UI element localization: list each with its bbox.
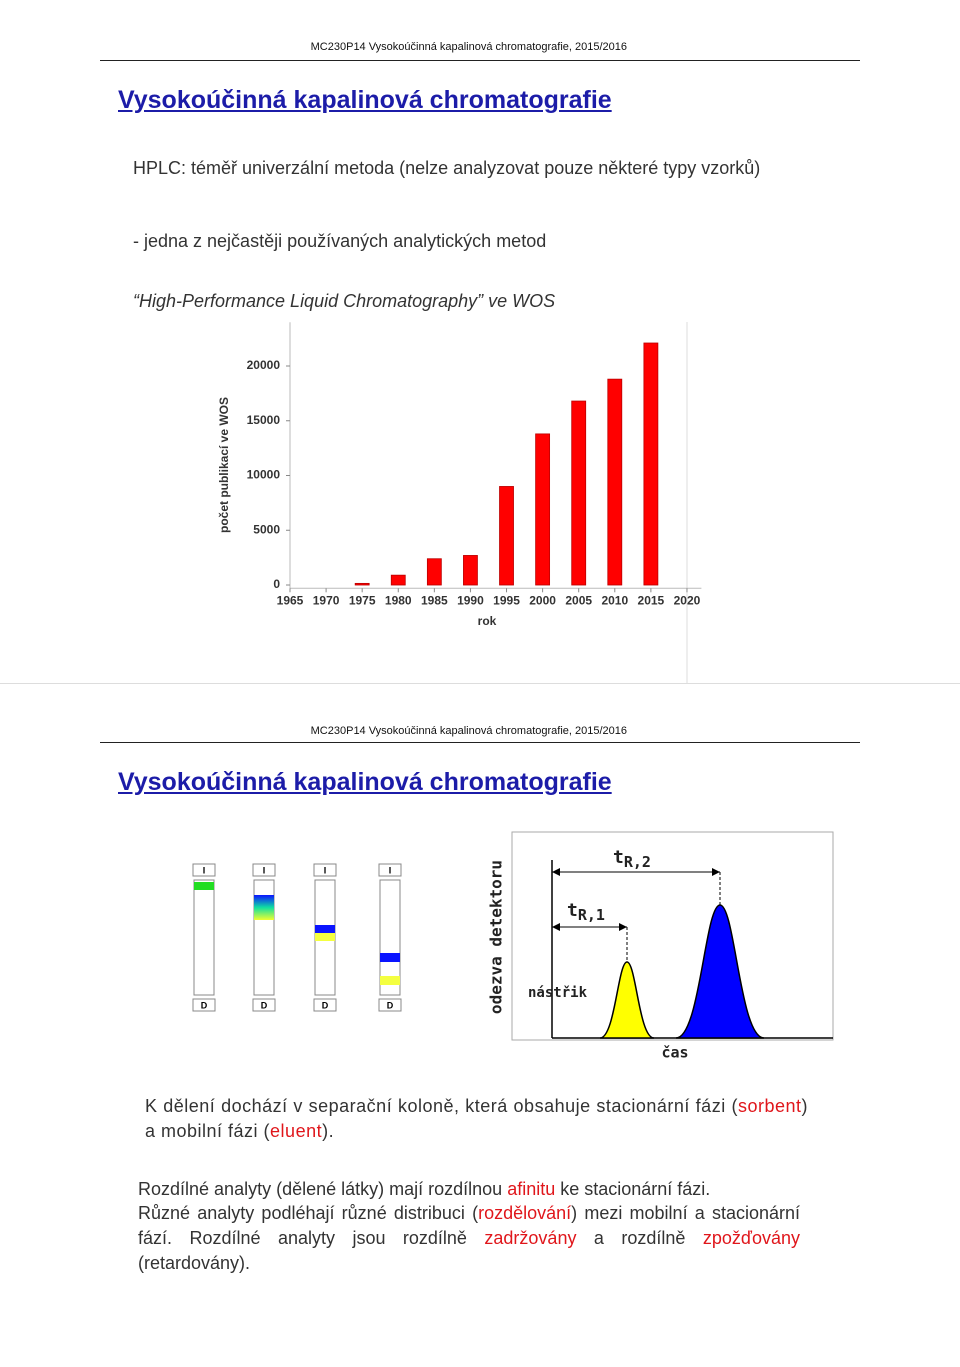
column-cap [252, 863, 276, 877]
y-tick-label: 5000 [253, 522, 280, 536]
y-tick-label: 20000 [247, 358, 281, 372]
bar [607, 378, 623, 586]
paragraph: - jedna z nejčastěji používaných analyti… [133, 231, 547, 251]
highlight: zadržovány [484, 1228, 577, 1248]
text-run: Rozdílné analyty (dělené látky) mají roz… [138, 1179, 508, 1199]
paragraph: “High-Performance Liquid Chromatography”… [133, 291, 556, 311]
tr2-label: tR,2 [613, 847, 651, 871]
x-tick-label: 2005 [565, 593, 592, 607]
highlight: rozdělování [478, 1203, 572, 1223]
text-run: ke stacionární fázi. [555, 1179, 711, 1199]
text-run: ). [322, 1121, 335, 1141]
x-tick-label: 1970 [313, 593, 340, 607]
slide-separator [0, 683, 960, 684]
text-run: ) mezi mobilní a stacionární fází. Rozdí… [138, 1203, 800, 1248]
x-tick-label: 1975 [349, 593, 376, 607]
x-axis-label: rok [478, 614, 497, 628]
column [379, 879, 401, 996]
header: MC230P14 Vysokoúčinná kapalinová chromat… [310, 725, 627, 737]
band [380, 976, 400, 985]
y-axis-label: počet publikací ve WOS [217, 397, 231, 533]
y-tick-label: 10000 [247, 468, 281, 482]
column-cap [192, 863, 216, 877]
header-rule [100, 742, 860, 743]
injection-label: nástřik [528, 985, 588, 1001]
paragraph: K dělení dochází v separační koloně, kte… [145, 1094, 808, 1144]
bar [426, 558, 442, 586]
bar [571, 400, 587, 586]
column-label: D [261, 1000, 268, 1010]
slide-title: Vysokoúčinná kapalinová chromatografie [118, 86, 612, 114]
text-run: ) a mobilní fázi ( [145, 1096, 808, 1141]
y-tick-label: 0 [273, 577, 280, 591]
column-label: D [201, 1000, 208, 1010]
y-axis-label: odezva detektoru [487, 860, 506, 1014]
highlight: afinitu [507, 1179, 556, 1199]
tr1-label: tR,1 [567, 900, 605, 924]
column-cap [313, 863, 337, 877]
peak [599, 961, 655, 1039]
arrow-head [552, 923, 627, 931]
band [315, 925, 335, 933]
bar [390, 574, 406, 586]
bar [535, 433, 551, 586]
column-cap [252, 998, 276, 1012]
highlight: eluent [270, 1121, 323, 1141]
text-run: a rozdílně [576, 1228, 703, 1248]
header: MC230P14 Vysokoúčinná kapalinová chromat… [310, 41, 627, 53]
header-rule [100, 60, 860, 61]
bar [463, 555, 478, 586]
column-cap [192, 998, 216, 1012]
highlight: sorbent [737, 1096, 802, 1116]
tr2-main: t [613, 847, 624, 868]
bar [643, 342, 659, 586]
column-label: I [324, 865, 327, 875]
x-tick-label: 1985 [421, 593, 448, 607]
x-tick-label: 1980 [385, 593, 412, 607]
column-label: I [263, 865, 266, 875]
tr1-sub: R,1 [578, 906, 605, 924]
tr2-sub: R,2 [624, 853, 651, 871]
band [194, 882, 214, 890]
paragraph: HPLC: téměř univerzální metoda (nelze an… [133, 158, 761, 178]
column-label: I [389, 865, 392, 875]
columns: I D I D I D I D [192, 863, 402, 1012]
band [315, 933, 335, 941]
column-cap [313, 998, 337, 1012]
bar [499, 486, 514, 586]
column-cap [378, 863, 402, 877]
column-cap [378, 998, 402, 1012]
slide-title: Vysokoúčinná kapalinová chromatografie [118, 768, 612, 796]
bar [354, 582, 370, 586]
y-tick-label: 15000 [247, 413, 281, 427]
peak [675, 904, 765, 1039]
column-label: I [203, 865, 206, 875]
x-tick-label: 2015 [638, 593, 665, 607]
x-tick-label: 2020 [674, 593, 701, 607]
tr1-main: t [567, 900, 578, 921]
column-label: D [387, 1000, 394, 1010]
band [380, 953, 400, 962]
text-run: (retardovány). [138, 1253, 251, 1273]
bar-chart: rok počet publikací ve WOS 0 5000 10000 150… [217, 322, 702, 683]
x-tick-label: 2000 [529, 593, 556, 607]
x-tick-label: 1990 [457, 593, 484, 607]
text-run: Různé analyty podléhají různé distribuci… [138, 1203, 479, 1223]
x-tick-label: 2010 [601, 593, 628, 607]
paragraph: Rozdílné analyty (dělené látky) mají roz… [138, 1177, 800, 1202]
chromatogram-frame [511, 831, 834, 1041]
column-label: D [322, 1000, 329, 1010]
column [193, 879, 215, 996]
paragraph: Různé analyty podléhají různé distribuci… [138, 1201, 800, 1276]
x-axis-label: čas [661, 1044, 688, 1062]
band [254, 895, 274, 920]
text-run: K dělení dochází v separační koloně, kte… [145, 1096, 738, 1116]
x-tick-label: 1965 [277, 593, 304, 607]
highlight: zpožďovány [702, 1228, 800, 1248]
x-tick-label: 1995 [493, 593, 520, 607]
